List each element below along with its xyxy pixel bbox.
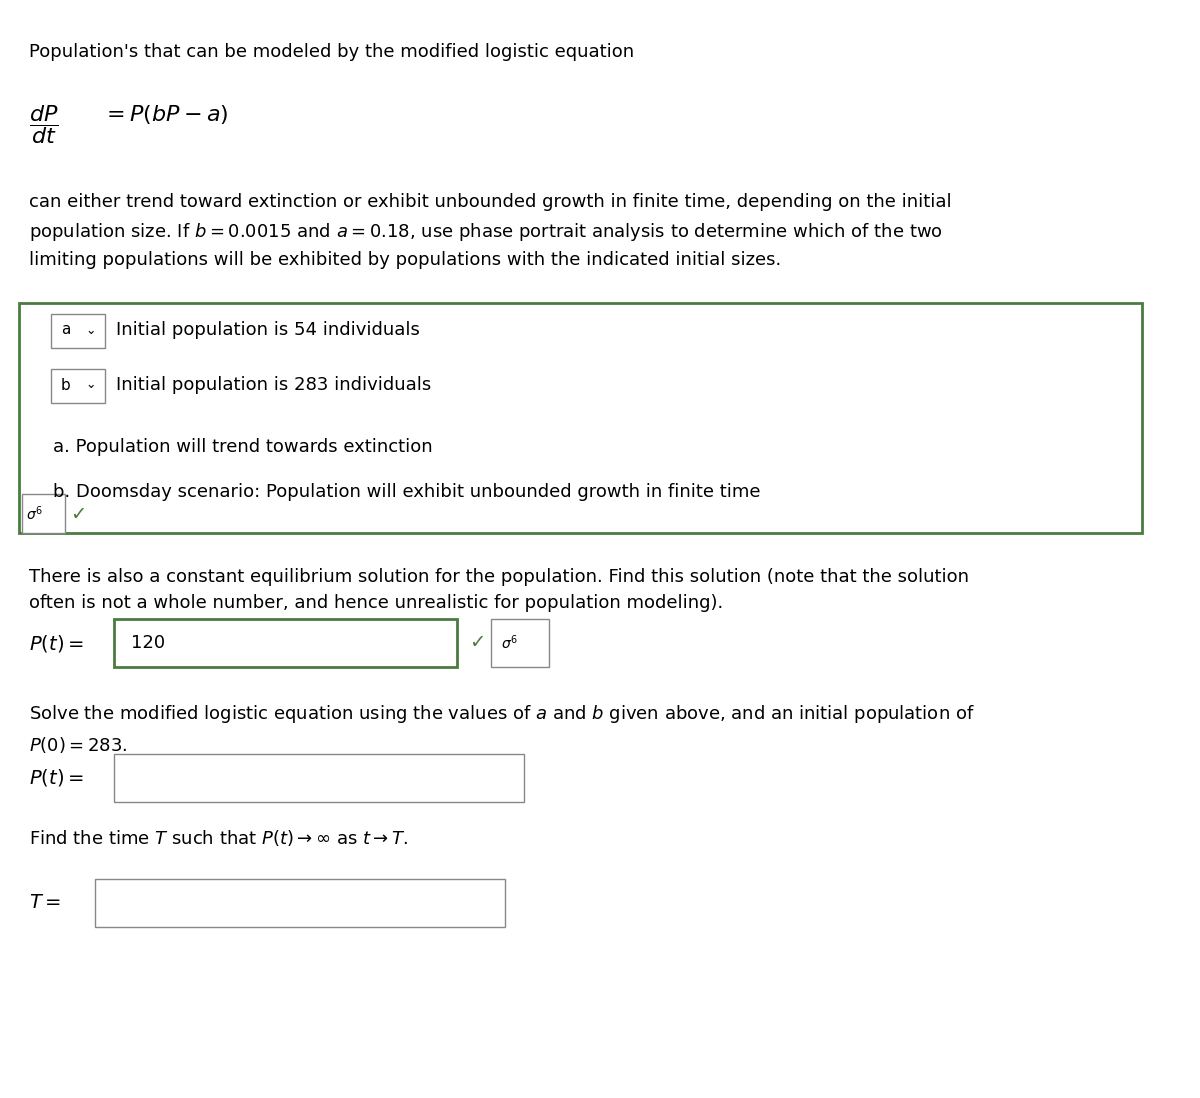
- Text: $\sigma^6$: $\sigma^6$: [502, 634, 518, 652]
- Text: ✓: ✓: [70, 504, 86, 524]
- FancyBboxPatch shape: [23, 494, 65, 533]
- FancyBboxPatch shape: [19, 303, 1141, 533]
- FancyBboxPatch shape: [114, 619, 457, 666]
- Text: $\sigma^6$: $\sigma^6$: [26, 505, 43, 524]
- FancyBboxPatch shape: [492, 619, 548, 666]
- Text: Solve the modified logistic equation using the values of $a$ and $b$ given above: Solve the modified logistic equation usi…: [29, 703, 974, 754]
- Text: There is also a constant equilibrium solution for the population. Find this solu: There is also a constant equilibrium sol…: [29, 568, 970, 613]
- Text: $P(t) =$: $P(t) =$: [29, 632, 84, 653]
- Text: $\dfrac{dP}{dt}$: $\dfrac{dP}{dt}$: [29, 103, 59, 146]
- Text: ⌄: ⌄: [85, 324, 96, 336]
- Text: Find the time $T$ such that $P(t) \rightarrow \infty$ as $t \rightarrow T$.: Find the time $T$ such that $P(t) \right…: [29, 828, 408, 848]
- Text: a. Population will trend towards extinction: a. Population will trend towards extinct…: [53, 438, 433, 456]
- Text: b: b: [61, 378, 71, 392]
- Text: Initial population is 283 individuals: Initial population is 283 individuals: [116, 376, 431, 394]
- Text: $T =$: $T =$: [29, 894, 61, 912]
- Text: a: a: [61, 323, 71, 337]
- FancyBboxPatch shape: [52, 369, 106, 403]
- Text: $= P(bP - a)$: $= P(bP - a)$: [102, 103, 228, 126]
- Text: Initial population is 54 individuals: Initial population is 54 individuals: [116, 321, 420, 339]
- Text: 120: 120: [131, 634, 164, 652]
- Text: b. Doomsday scenario: Population will exhibit unbounded growth in finite time: b. Doomsday scenario: Population will ex…: [53, 483, 761, 501]
- FancyBboxPatch shape: [114, 754, 524, 802]
- Text: ⌄: ⌄: [85, 379, 96, 392]
- FancyBboxPatch shape: [95, 879, 505, 927]
- Text: can either trend toward extinction or exhibit unbounded growth in finite time, d: can either trend toward extinction or ex…: [29, 193, 952, 269]
- Text: Population's that can be modeled by the modified logistic equation: Population's that can be modeled by the …: [29, 43, 634, 61]
- FancyBboxPatch shape: [52, 314, 106, 348]
- Text: ✓: ✓: [469, 634, 486, 652]
- Text: $P(t) =$: $P(t) =$: [29, 768, 84, 788]
